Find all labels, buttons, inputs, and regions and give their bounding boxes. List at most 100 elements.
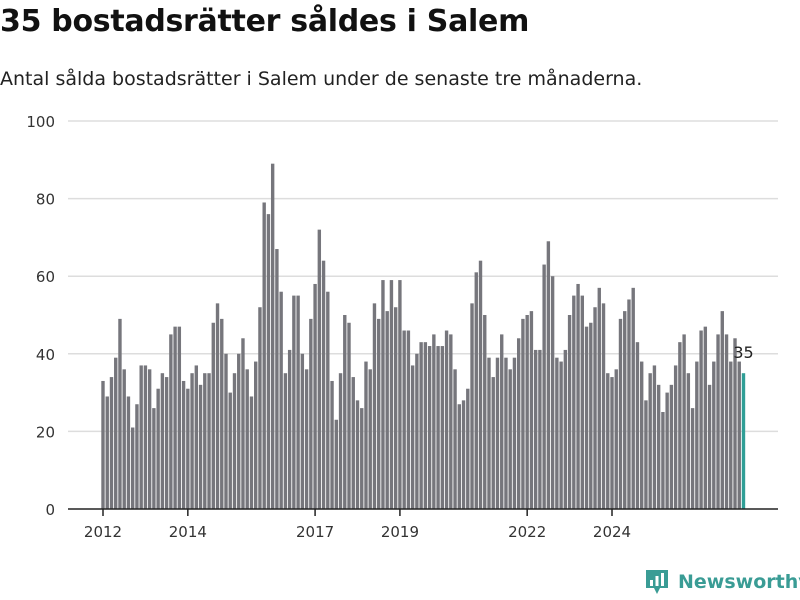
bar — [436, 346, 440, 509]
bar — [550, 276, 555, 509]
bar — [665, 392, 669, 509]
bar — [504, 357, 508, 509]
bar — [682, 334, 686, 509]
bar — [542, 264, 546, 509]
bar — [410, 365, 415, 509]
bar — [283, 373, 288, 509]
bar — [194, 365, 199, 509]
bar — [343, 315, 347, 509]
bar — [135, 404, 139, 509]
bar — [593, 307, 597, 509]
bar — [440, 346, 445, 509]
bar — [177, 326, 182, 509]
bar — [330, 380, 334, 509]
bar — [419, 342, 423, 509]
annotations: 35 — [733, 343, 753, 362]
bar — [690, 408, 695, 509]
bar — [224, 353, 228, 509]
bar — [254, 361, 258, 509]
bar — [597, 287, 601, 509]
bar — [389, 280, 394, 509]
bar — [512, 357, 517, 509]
bar — [131, 427, 135, 509]
bar — [678, 342, 682, 509]
bar — [364, 361, 368, 509]
bar — [652, 365, 657, 509]
bar — [444, 330, 449, 509]
bar — [648, 373, 652, 509]
bar — [296, 295, 300, 509]
bar — [623, 311, 627, 509]
bar — [415, 353, 419, 509]
bar — [729, 361, 733, 509]
bar — [169, 334, 173, 509]
bar — [143, 365, 148, 509]
bar — [287, 349, 292, 509]
bar — [508, 369, 512, 509]
bar — [572, 295, 576, 509]
bar — [627, 299, 631, 509]
bar — [198, 384, 203, 509]
bar — [686, 373, 691, 509]
bar — [304, 369, 309, 509]
bar — [614, 369, 618, 509]
bar — [245, 369, 249, 509]
bar — [309, 318, 313, 509]
bar — [275, 249, 279, 510]
bar — [567, 315, 572, 509]
bar — [449, 334, 453, 509]
bar — [606, 373, 610, 509]
bar-highlight — [741, 373, 746, 509]
bar — [635, 342, 640, 509]
bar — [466, 388, 470, 509]
bar — [432, 334, 436, 509]
bar — [360, 408, 364, 509]
bar — [262, 202, 266, 509]
bar — [474, 272, 478, 509]
bar — [232, 373, 237, 509]
bar — [423, 342, 428, 509]
bar — [533, 349, 538, 509]
bar — [699, 330, 703, 509]
bar — [640, 361, 644, 509]
x-tick-label: 2014 — [169, 523, 207, 541]
bar — [406, 330, 411, 509]
bar — [563, 349, 568, 509]
brand-label: Newsworthy — [678, 571, 800, 593]
x-tick-label: 2012 — [84, 523, 122, 541]
bar — [186, 388, 190, 509]
x-tick-label: 2022 — [508, 523, 546, 541]
bar — [147, 369, 152, 509]
bar — [737, 361, 741, 509]
bar — [402, 330, 406, 509]
bar — [355, 400, 360, 509]
bar — [203, 373, 207, 509]
bar — [529, 311, 534, 509]
bar — [109, 377, 114, 509]
bar — [707, 384, 712, 509]
y-tick-label: 60 — [36, 268, 55, 286]
bar — [661, 412, 665, 509]
bar — [724, 334, 729, 509]
bar — [483, 315, 487, 509]
bar — [228, 392, 232, 509]
bar — [555, 357, 559, 509]
bar — [546, 241, 551, 509]
bar — [470, 303, 474, 509]
bar — [220, 318, 224, 509]
bar — [716, 334, 720, 509]
bar — [207, 373, 211, 509]
bar — [427, 346, 432, 509]
bar — [703, 326, 708, 509]
bar — [393, 307, 398, 509]
bar — [152, 408, 156, 509]
bar — [733, 338, 737, 509]
bar — [712, 361, 716, 509]
bar — [118, 318, 122, 509]
bar — [669, 384, 674, 509]
bar — [695, 361, 699, 509]
bar — [478, 260, 483, 509]
bar — [673, 365, 678, 509]
newsworthy-logo: Newsworthy — [644, 568, 800, 596]
bar — [190, 373, 194, 509]
